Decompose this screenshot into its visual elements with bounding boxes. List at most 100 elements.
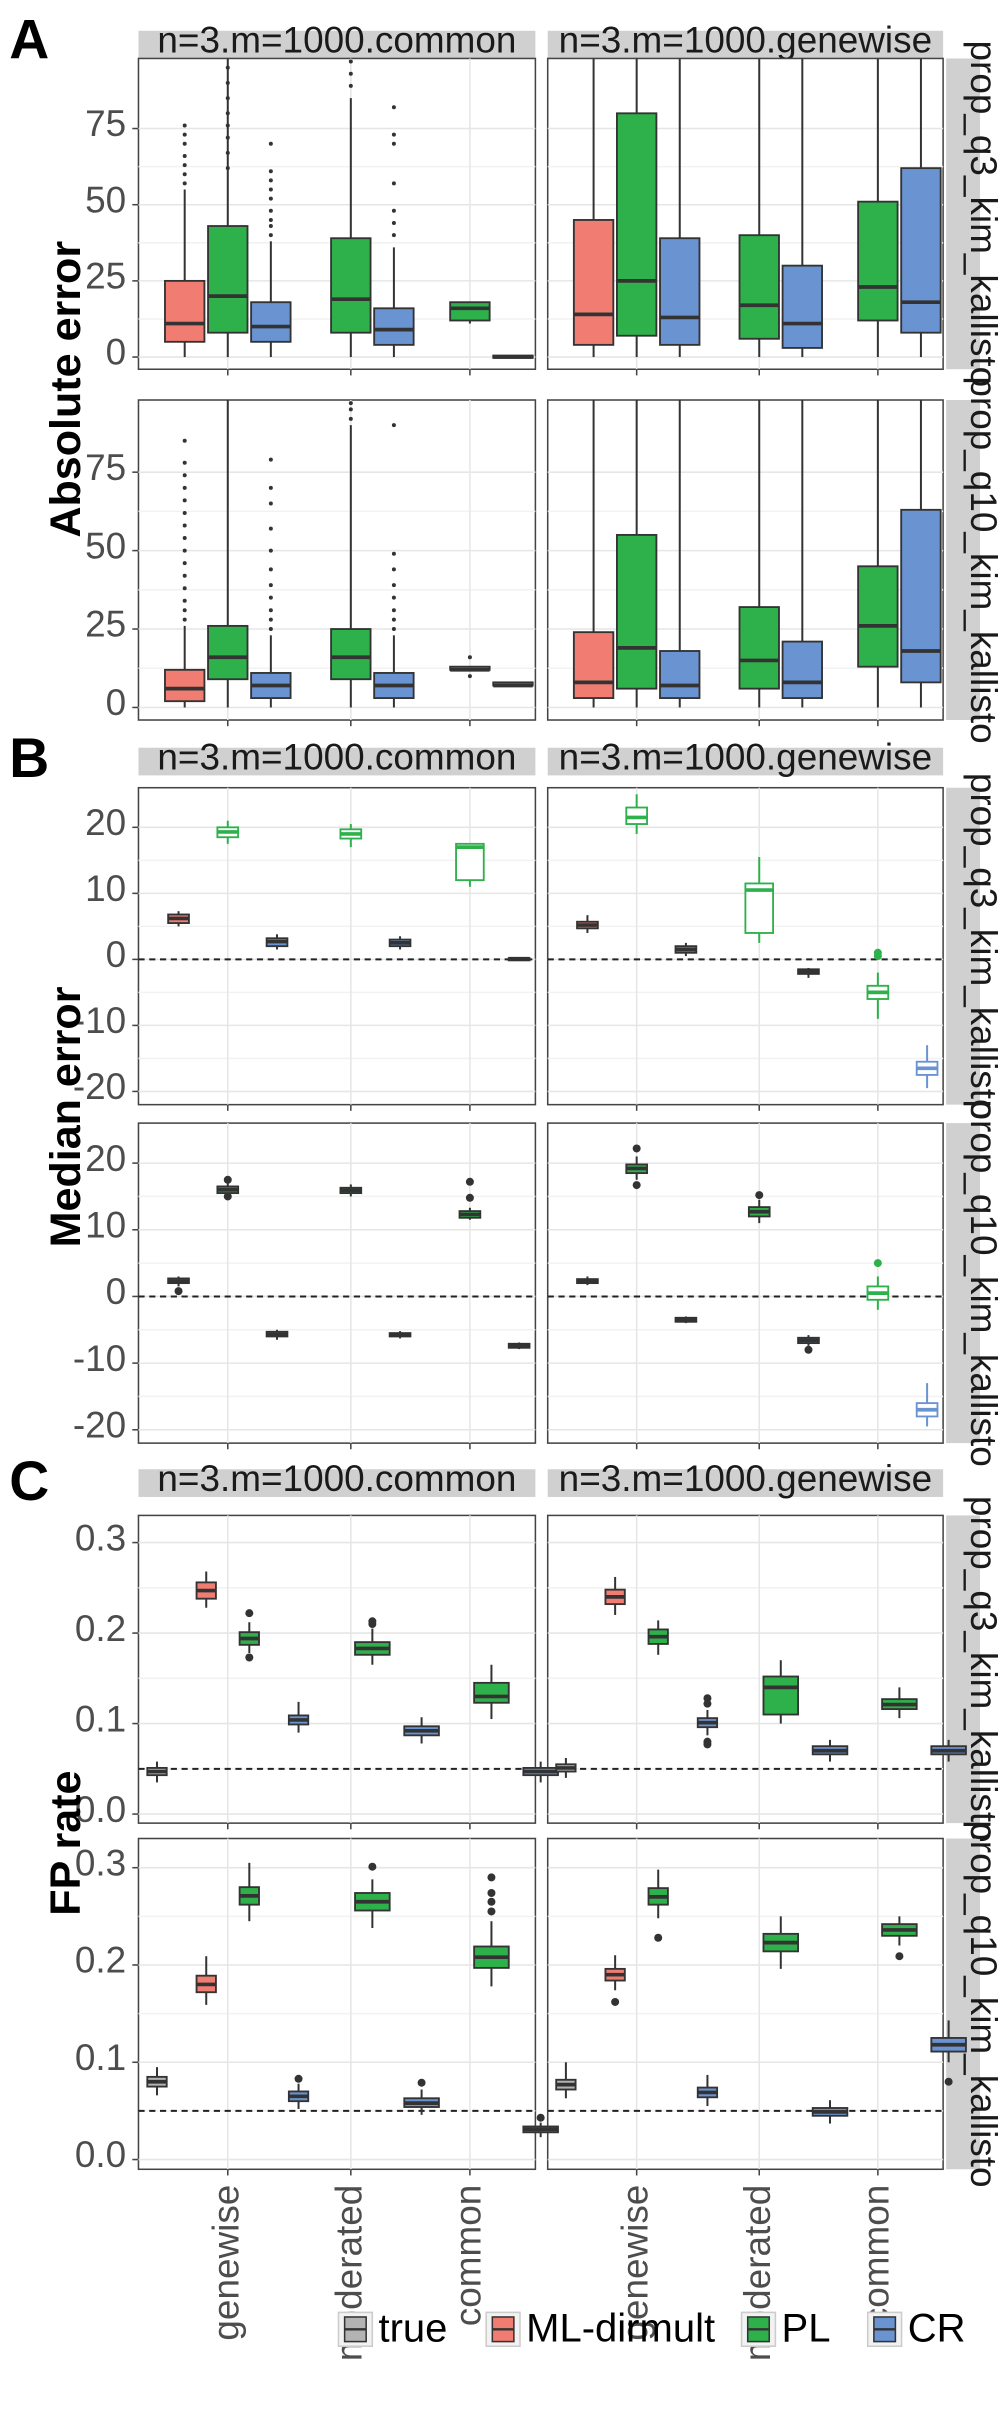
outlier-point (225, 96, 230, 101)
outlier-point (268, 627, 273, 632)
outlier-point (611, 1997, 620, 2006)
outlier-point (391, 141, 396, 146)
outlier-point (391, 583, 396, 588)
outlier-point (223, 1175, 232, 1184)
box-pl (625, 794, 648, 834)
box-cr (915, 1383, 939, 1427)
x-tick-label: common (856, 2185, 897, 2327)
outlier-point (225, 135, 230, 140)
box-ml-dirmult (604, 1576, 626, 1615)
outlier-point (174, 1287, 183, 1296)
y-tick-label: -20 (73, 1404, 126, 1445)
box-pl (866, 948, 890, 1019)
outlier-point (268, 501, 273, 506)
box-pl (616, 58, 658, 358)
box-pl (866, 1259, 890, 1310)
facet-row-label: prop_q10_kim_kallisto (963, 1099, 1000, 1466)
box-pl (339, 824, 363, 848)
x-tick-label: genewise (614, 2185, 655, 2341)
x-tick-label: genewise (206, 2185, 247, 2341)
box-pl (738, 400, 780, 708)
box-pl (449, 301, 491, 324)
outlier-point (391, 208, 396, 213)
box-iqr (250, 301, 292, 343)
box-cr (507, 1342, 531, 1350)
box-iqr (900, 167, 942, 334)
box-cr (388, 936, 412, 950)
outlier-point (182, 548, 187, 553)
legend-label: CR (908, 2307, 966, 2351)
outlier-point (391, 233, 396, 238)
facet-strip-row (946, 1838, 981, 2170)
legend: true ML-dirmult PL CR (337, 2307, 966, 2351)
outlier-point (348, 407, 353, 412)
box-cr (674, 942, 698, 957)
outlier-point (182, 132, 187, 137)
legend-item-cr: CR (866, 2307, 966, 2351)
box-ml-dirmult (572, 58, 615, 358)
box-iqr (164, 668, 206, 703)
facet-column-label: n=3.m=1000.common (157, 19, 516, 60)
box-pl (762, 1916, 800, 1969)
outlier-point (225, 111, 230, 116)
facet-column-label: n=3.m=1000.genewise (559, 736, 932, 777)
outlier-point (268, 617, 273, 622)
facet-column-label: n=3.m=1000.genewise (559, 19, 932, 60)
outlier-point (391, 132, 396, 137)
box-iqr (781, 640, 823, 699)
box-cr (781, 58, 823, 358)
box-cr (287, 1701, 310, 1733)
outlier-point (536, 2113, 545, 2122)
y-tick-label: 0.3 (75, 1842, 126, 1883)
y-tick-label: 0.1 (75, 1698, 126, 1739)
outlier-point (225, 166, 230, 171)
box-iqr (572, 631, 615, 699)
outlier-point (268, 526, 273, 531)
outlier-point (873, 948, 882, 957)
box-pl (449, 655, 491, 679)
box-pl (857, 400, 899, 708)
legend-item-ml-dirmult: ML-dirmult (485, 2307, 715, 2351)
box-pl (473, 1873, 510, 1987)
box-iqr (207, 624, 249, 681)
y-tick-label: 0 (106, 332, 127, 373)
y-tick-label: 20 (85, 802, 126, 843)
box-pl (330, 401, 372, 708)
box-cr (388, 1331, 412, 1339)
box-cr (403, 2078, 440, 2115)
box-cr (797, 967, 820, 978)
outlier-point (391, 627, 396, 632)
box-ml-dirmult (164, 438, 206, 708)
box-cr (900, 400, 942, 708)
outlier-point (182, 523, 187, 528)
outlier-point (182, 586, 187, 591)
box-iqr (330, 628, 372, 681)
outlier-point (268, 567, 273, 572)
outlier-point (944, 2077, 953, 2086)
outlier-point (632, 1181, 641, 1190)
box-iqr (857, 565, 899, 668)
y-tick-label: 25 (85, 604, 126, 645)
y-tick-label: 0 (106, 682, 127, 723)
outlier-point (268, 233, 273, 238)
facet-column-label: n=3.m=1000.common (157, 1458, 516, 1499)
box-cr (265, 1329, 289, 1340)
outlier-point (391, 105, 396, 110)
outlier-point (223, 1192, 232, 1201)
box-cr (930, 1739, 967, 1762)
box-pl (762, 1660, 800, 1724)
outlier-point (703, 1694, 712, 1703)
facet-panel-background (546, 786, 944, 1106)
box-cr (811, 1739, 849, 1762)
box-pl (747, 1191, 771, 1224)
legend-label: ML-dirmult (526, 2307, 715, 2351)
outlier-point (225, 123, 230, 128)
box-pl (216, 1175, 240, 1201)
box-pl (207, 58, 249, 358)
box-pl (216, 820, 240, 844)
box-cr (373, 423, 415, 708)
y-tick-label: 0 (106, 1271, 127, 1312)
